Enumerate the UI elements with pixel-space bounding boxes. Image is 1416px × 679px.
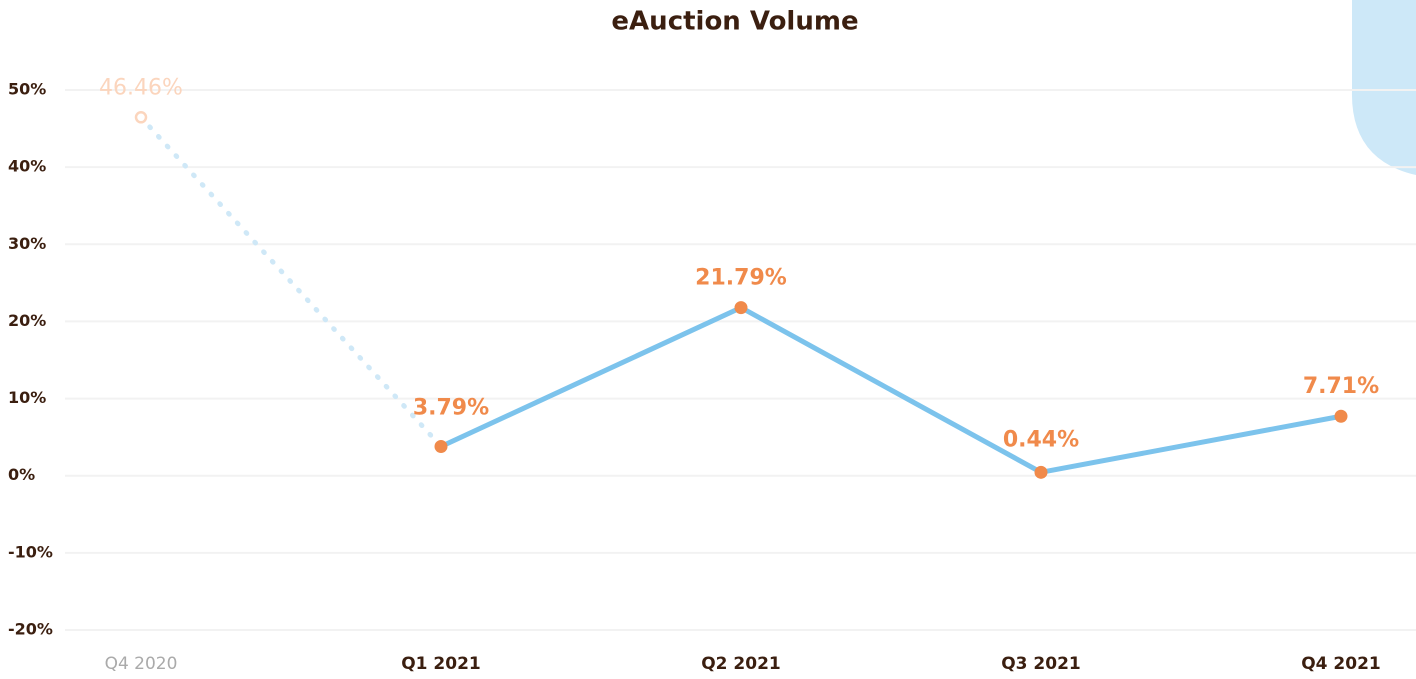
y-tick-label: 50% xyxy=(8,80,46,99)
y-tick-label: 40% xyxy=(8,157,46,176)
y-tick-label: 20% xyxy=(8,311,46,330)
point xyxy=(134,111,148,124)
data-label: 7.71% xyxy=(1303,374,1379,399)
point xyxy=(1334,409,1348,423)
point xyxy=(434,439,448,453)
faded-line-segment xyxy=(138,114,444,449)
y-tick-label: -10% xyxy=(8,542,53,561)
y-tick-label: -20% xyxy=(8,620,53,639)
data-label: 3.79% xyxy=(413,395,489,420)
data-label: 21.79% xyxy=(695,266,787,291)
y-tick-label: 10% xyxy=(8,388,46,407)
line xyxy=(439,305,1342,475)
x-tick-label: Q3 2021 xyxy=(1001,654,1081,674)
corner-decoration xyxy=(1351,0,1416,175)
x-tick-label: Q2 2021 xyxy=(701,654,781,674)
x-tick-label: Q4 2020 xyxy=(105,654,178,674)
x-tick-label: Q1 2021 xyxy=(401,654,481,674)
data-label: 46.46% xyxy=(99,75,183,100)
x-tick-label: Q4 2021 xyxy=(1301,654,1381,674)
point xyxy=(734,301,748,315)
y-tick-label: 0% xyxy=(8,465,35,484)
y-tick-label: 30% xyxy=(8,234,46,253)
point xyxy=(1034,465,1048,479)
chart-title: eAuction Volume xyxy=(611,7,858,37)
data-label: 0.44% xyxy=(1003,427,1079,452)
